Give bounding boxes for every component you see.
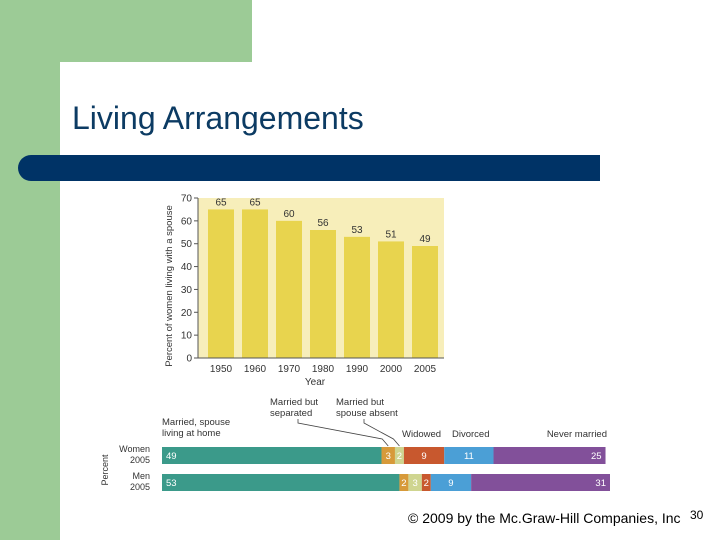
segment-never-married-women bbox=[493, 447, 606, 464]
bar-value-label: 65 bbox=[215, 197, 227, 208]
series-label: Widowed bbox=[402, 429, 441, 440]
slide-title: Living Arrangements bbox=[72, 100, 364, 136]
segment-widowed-men bbox=[421, 474, 431, 491]
series-leader-line bbox=[297, 419, 389, 447]
series-label: separated bbox=[270, 408, 312, 419]
segment-value-label: 2 bbox=[401, 478, 406, 489]
segment-married-but-spouse-absent-women bbox=[394, 447, 404, 464]
x-tick-label: 2000 bbox=[380, 364, 403, 375]
bar-value-label: 51 bbox=[385, 229, 397, 240]
y-tick-label: 60 bbox=[181, 216, 193, 227]
bar-1970 bbox=[276, 220, 302, 358]
series-label: Married, spouse bbox=[162, 417, 230, 428]
series-label: living at home bbox=[162, 428, 221, 439]
segment-married-but-separated-women bbox=[381, 447, 395, 464]
category-label: 2005 bbox=[130, 455, 150, 465]
x-tick-label: 1950 bbox=[210, 364, 233, 375]
bar-chart-x-label: Year bbox=[305, 377, 326, 388]
segment-value-label: 31 bbox=[595, 478, 606, 489]
bar-2000 bbox=[378, 241, 404, 358]
series-label: spouse absent bbox=[336, 408, 398, 419]
category-label: Men bbox=[132, 471, 150, 481]
bar-1980 bbox=[310, 230, 336, 358]
bar-value-label: 65 bbox=[249, 197, 261, 208]
x-tick-label: 1960 bbox=[244, 364, 267, 375]
segment-divorced-men bbox=[430, 474, 472, 491]
segment-value-label: 11 bbox=[464, 451, 474, 462]
category-label: 2005 bbox=[130, 482, 150, 492]
y-tick-label: 0 bbox=[186, 354, 192, 365]
series-label: Never married bbox=[547, 429, 607, 440]
y-tick-label: 40 bbox=[181, 262, 193, 273]
category-label: Women bbox=[119, 444, 150, 454]
segment-value-label: 3 bbox=[386, 451, 391, 462]
bar-value-label: 56 bbox=[317, 218, 329, 229]
bar-value-label: 49 bbox=[419, 234, 431, 245]
bar-value-label: 53 bbox=[351, 225, 363, 236]
y-tick-label: 30 bbox=[181, 285, 193, 296]
green-side-strip bbox=[0, 0, 60, 540]
bar-chart-y-axis: 0 10 20 30 40 50 60 70 bbox=[181, 194, 199, 365]
series-label: Married but bbox=[336, 397, 384, 408]
segment-widowed-women bbox=[403, 447, 445, 464]
segment-married-spouse-living-at-home-men bbox=[162, 474, 400, 491]
segment-value-label: 2 bbox=[424, 478, 429, 489]
segment-married-spouse-living-at-home-women bbox=[162, 447, 382, 464]
bar-chart-x-axis: 1950 1960 1970 1980 1990 2000 2005 bbox=[198, 357, 444, 375]
copyright-footer: © 2009 by the Mc.Graw-Hill Companies, In… bbox=[408, 510, 681, 526]
stacked-y-label: Percent bbox=[100, 454, 110, 486]
x-tick-label: 1980 bbox=[312, 364, 335, 375]
segment-value-label: 3 bbox=[412, 478, 417, 489]
series-leader-line bbox=[363, 419, 400, 447]
x-tick-label: 1970 bbox=[278, 364, 301, 375]
segment-value-label: 9 bbox=[421, 451, 426, 462]
x-tick-label: 1990 bbox=[346, 364, 369, 375]
segment-never-married-men bbox=[471, 474, 610, 491]
bar-2005 bbox=[412, 246, 438, 358]
x-tick-label: 2005 bbox=[414, 364, 437, 375]
bar-value-label: 60 bbox=[283, 209, 295, 220]
bar-1950 bbox=[208, 209, 234, 358]
y-tick-label: 20 bbox=[181, 308, 193, 319]
y-tick-label: 50 bbox=[181, 239, 193, 250]
segment-value-label: 53 bbox=[166, 478, 177, 489]
bar-chart-bars: 65 65 60 56 53 51 49 bbox=[208, 197, 438, 358]
series-label: Divorced bbox=[452, 429, 490, 440]
segment-married-but-spouse-absent-men bbox=[408, 474, 422, 491]
bar-chart-y-label: Percent of women living with a spouse bbox=[164, 205, 175, 367]
segment-married-but-separated-men bbox=[399, 474, 409, 491]
page-number: 30 bbox=[690, 508, 704, 522]
segment-divorced-women bbox=[444, 447, 494, 464]
y-tick-label: 10 bbox=[181, 331, 193, 342]
segment-value-label: 49 bbox=[166, 451, 177, 462]
y-tick-label: 70 bbox=[181, 194, 193, 205]
segment-value-label: 9 bbox=[448, 478, 453, 489]
bar-1990 bbox=[344, 236, 370, 358]
title-underline-bar bbox=[18, 155, 600, 181]
segment-value-label: 25 bbox=[591, 451, 602, 462]
segment-value-label: 2 bbox=[397, 451, 402, 462]
bar-1960 bbox=[242, 209, 268, 358]
series-label: Married but bbox=[270, 397, 318, 408]
